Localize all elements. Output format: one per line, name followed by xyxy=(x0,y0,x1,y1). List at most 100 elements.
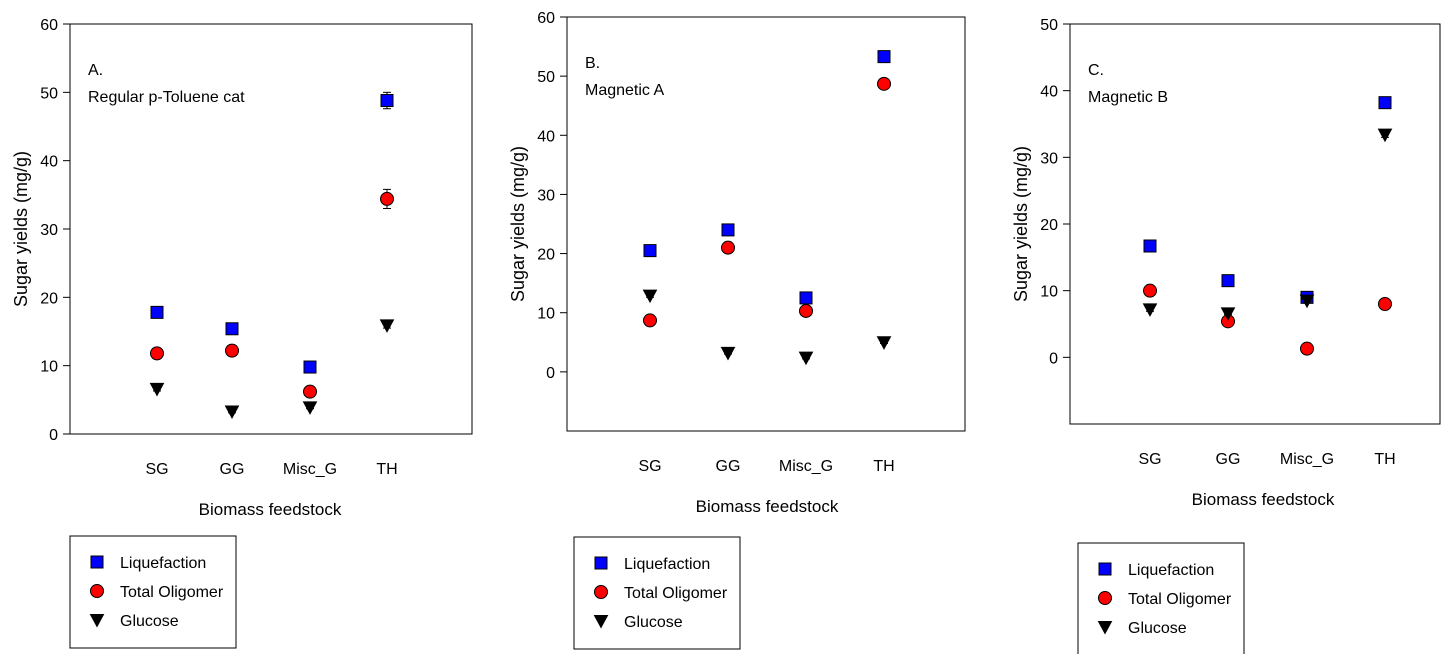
chart-panel-3: 0 10 20 30 40 50 SG GG Misc_G TH Biomass feedstock… xyxy=(1011,17,1441,654)
data-point xyxy=(225,322,239,336)
legend-marker-shape xyxy=(1098,562,1112,576)
data-point xyxy=(643,313,657,328)
data-point-shape xyxy=(877,50,891,64)
data-point xyxy=(1378,96,1392,110)
data-point-shape xyxy=(643,244,657,258)
data-point-shape xyxy=(799,291,813,305)
y-tick-label: 30 xyxy=(40,222,58,239)
data-point-shape xyxy=(1378,96,1392,110)
series-liquefaction xyxy=(643,50,891,305)
data-point xyxy=(643,244,657,258)
panel-label: A. xyxy=(88,62,103,79)
x-tick-label: GG xyxy=(716,458,741,475)
data-point xyxy=(798,351,814,366)
data-point xyxy=(799,303,813,318)
legend: Liquefaction Total Oligomer Glucose xyxy=(1077,542,1245,654)
y-axis-label: Sugar yields (mg/g) xyxy=(11,151,31,307)
x-tick-label: TH xyxy=(376,461,397,478)
x-tick-label: GG xyxy=(220,461,245,478)
data-point xyxy=(303,384,317,399)
data-point xyxy=(1299,294,1315,309)
y-tick-label: 40 xyxy=(40,154,58,171)
data-point xyxy=(1142,303,1158,317)
data-point xyxy=(303,360,317,374)
legend-marker xyxy=(89,614,105,628)
data-point xyxy=(1143,283,1157,298)
series-liquefaction xyxy=(1143,96,1392,304)
y-tick-label: 20 xyxy=(537,247,555,264)
panel-label: B. xyxy=(585,55,600,72)
data-point xyxy=(380,94,394,108)
y-tick-label: 20 xyxy=(1040,217,1058,234)
y-tick-label: 60 xyxy=(40,17,58,34)
data-point xyxy=(302,401,318,415)
y-tick-label: 50 xyxy=(1040,17,1058,34)
data-point-shape xyxy=(225,322,239,336)
y-axis-label: Sugar yields (mg/g) xyxy=(508,146,528,302)
y-tick-label: 20 xyxy=(40,290,58,307)
data-point xyxy=(642,289,658,304)
x-tick-label: TH xyxy=(1374,451,1395,468)
legend-label: Liquefaction xyxy=(624,556,710,573)
chart-panel-2: 0 10 20 30 40 50 60 SG GG Misc_G TH Biomass feedsto… xyxy=(508,10,966,650)
chart-panel-1: 0 10 20 30 40 50 60 SG GG Misc_G TH Biomass feedsto… xyxy=(11,17,473,649)
legend-label: Liquefaction xyxy=(1128,562,1214,579)
data-point xyxy=(380,191,394,206)
legend-label: Total Oligomer xyxy=(1128,591,1232,608)
x-axis-label: Biomass feedstock xyxy=(696,497,839,516)
y-tick-label: 40 xyxy=(1040,84,1058,101)
y-axis-label: Sugar yields (mg/g) xyxy=(1011,146,1031,302)
y-tick-label: 0 xyxy=(49,427,58,444)
y-tick-label: 60 xyxy=(537,10,555,27)
panel-title: Magnetic A xyxy=(585,82,664,99)
y-tick-label: 30 xyxy=(1040,150,1058,167)
y-tick-label: 10 xyxy=(1040,284,1058,301)
data-point xyxy=(877,76,891,91)
series-glucose xyxy=(1142,128,1393,321)
data-point xyxy=(1221,274,1235,288)
x-tick-label: SG xyxy=(145,461,168,478)
data-point xyxy=(1220,307,1236,321)
series-total-oligomer xyxy=(1143,283,1392,356)
data-point xyxy=(224,405,240,419)
legend-marker xyxy=(1097,621,1113,635)
plot-frame xyxy=(69,23,473,435)
y-tick-label: 0 xyxy=(1049,350,1058,367)
data-point-shape xyxy=(721,223,735,237)
x-tick-label: GG xyxy=(1216,451,1241,468)
x-tick-label: Misc_G xyxy=(1280,451,1334,468)
data-point xyxy=(225,343,239,358)
data-point xyxy=(1143,239,1157,253)
panel-label: C. xyxy=(1088,62,1104,79)
x-tick-label: TH xyxy=(873,458,894,475)
data-point xyxy=(149,382,165,397)
x-tick-label: Misc_G xyxy=(779,458,833,475)
legend-marker xyxy=(593,615,609,629)
y-tick-label: 0 xyxy=(546,365,555,382)
data-point-shape xyxy=(1221,274,1235,288)
plot-frame xyxy=(1069,23,1441,425)
data-point xyxy=(1378,297,1392,311)
legend-marker xyxy=(594,556,608,570)
legend-label: Glucose xyxy=(120,613,179,630)
series-total-oligomer xyxy=(643,76,891,328)
plot-frame xyxy=(566,16,966,432)
data-point xyxy=(150,346,164,361)
data-point xyxy=(876,336,892,350)
y-tick-label: 10 xyxy=(537,306,555,323)
legend-marker xyxy=(90,555,104,569)
legend-label: Total Oligomer xyxy=(624,585,728,602)
legend-marker xyxy=(90,584,104,598)
legend-label: Glucose xyxy=(1128,620,1187,637)
legend-label: Glucose xyxy=(624,614,683,631)
data-point-shape xyxy=(150,305,164,319)
data-point xyxy=(720,346,736,361)
series-total-oligomer xyxy=(150,188,394,399)
legend-marker-shape xyxy=(90,555,104,569)
y-tick-label: 40 xyxy=(537,128,555,145)
legend-marker xyxy=(1098,562,1112,576)
series-glucose xyxy=(642,289,892,366)
y-tick-label: 50 xyxy=(40,85,58,102)
data-point xyxy=(877,50,891,64)
